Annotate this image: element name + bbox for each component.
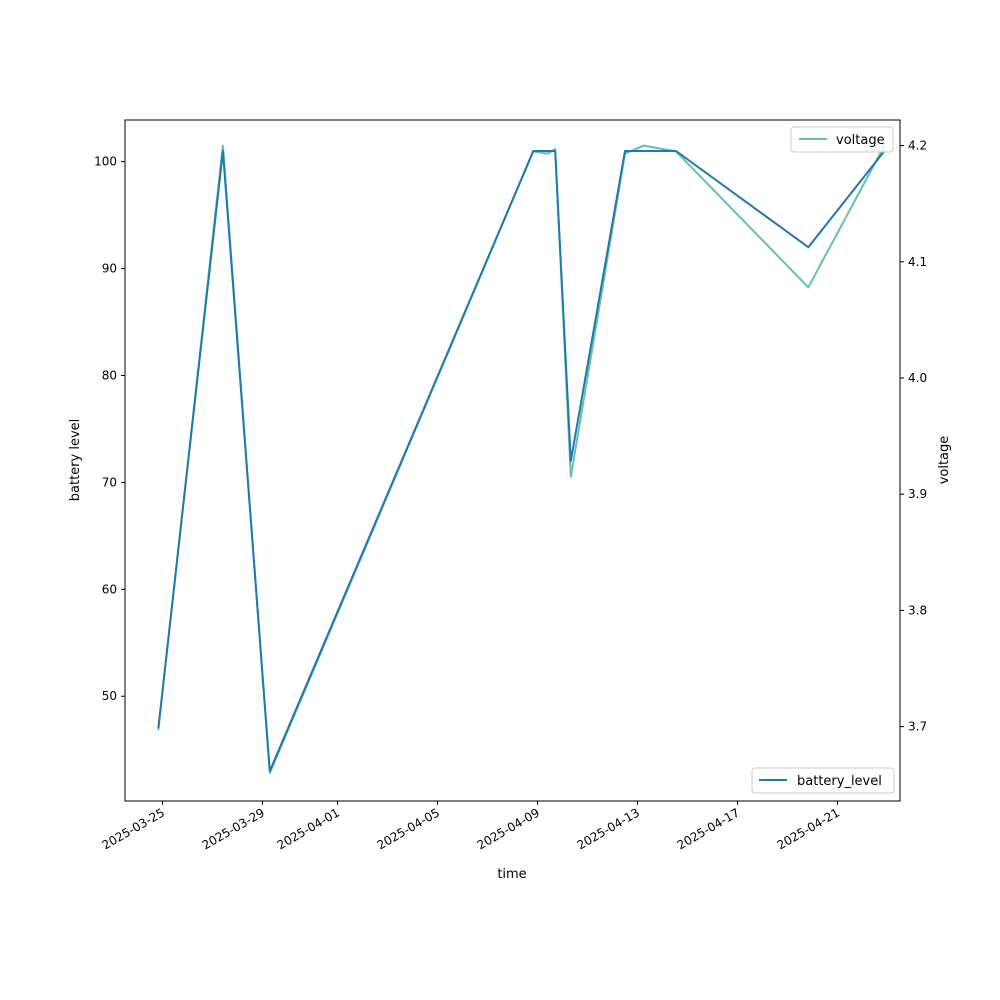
x-tick-label: 2025-04-05 — [375, 805, 442, 852]
y-right-tick-label: 4.0 — [908, 371, 927, 385]
legend-voltage-text: voltage — [836, 133, 885, 148]
y-right-tick-label: 3.7 — [908, 720, 927, 734]
x-axis-label: time — [497, 867, 526, 882]
y-right-tick-label: 3.8 — [908, 603, 927, 617]
x-tick-label: 2025-04-17 — [675, 805, 742, 852]
y-right-tick-label: 4.1 — [908, 255, 927, 269]
y-left-tick-label: 60 — [102, 582, 117, 596]
y-right-tick-label: 4.2 — [908, 139, 927, 153]
y-left-tick-label: 50 — [102, 689, 117, 703]
y-left-tick-label: 70 — [102, 475, 117, 489]
x-tick-label: 2025-03-29 — [200, 805, 267, 852]
legend-battery-level-text: battery_level — [797, 774, 882, 789]
legend-voltage: voltage — [790, 126, 894, 153]
y-axis-left-label: battery level — [68, 419, 83, 502]
legend-battery-level-box — [751, 767, 895, 794]
y-axis-right: 3.7 3.8 3.9 4.0 4.1 4.2 — [900, 139, 927, 734]
x-tick-label: 2025-03-25 — [100, 805, 167, 852]
y-axis-left: 50 60 70 80 90 100 — [94, 155, 125, 703]
x-tick-label: 2025-04-09 — [475, 805, 542, 852]
series-line-voltage — [157, 144, 886, 775]
x-tick-label: 2025-04-01 — [275, 805, 342, 852]
plot-lines — [157, 144, 886, 775]
legend-battery-level: battery_level — [751, 767, 895, 794]
y-right-tick-label: 3.9 — [908, 487, 927, 501]
x-tick-label: 2025-04-21 — [775, 805, 842, 852]
series-line-battery-level — [157, 150, 886, 773]
y-left-tick-label: 100 — [94, 155, 117, 169]
y-left-tick-label: 90 — [102, 262, 117, 276]
x-tick-label: 2025-04-13 — [575, 805, 642, 852]
y-axis-right-label: voltage — [937, 436, 952, 485]
y-left-tick-label: 80 — [102, 369, 117, 383]
legend-voltage-box — [790, 126, 894, 153]
x-axis: 2025-03-25 2025-03-29 2025-04-01 2025-04-05… — [100, 801, 842, 852]
plot-frame — [124, 119, 901, 802]
